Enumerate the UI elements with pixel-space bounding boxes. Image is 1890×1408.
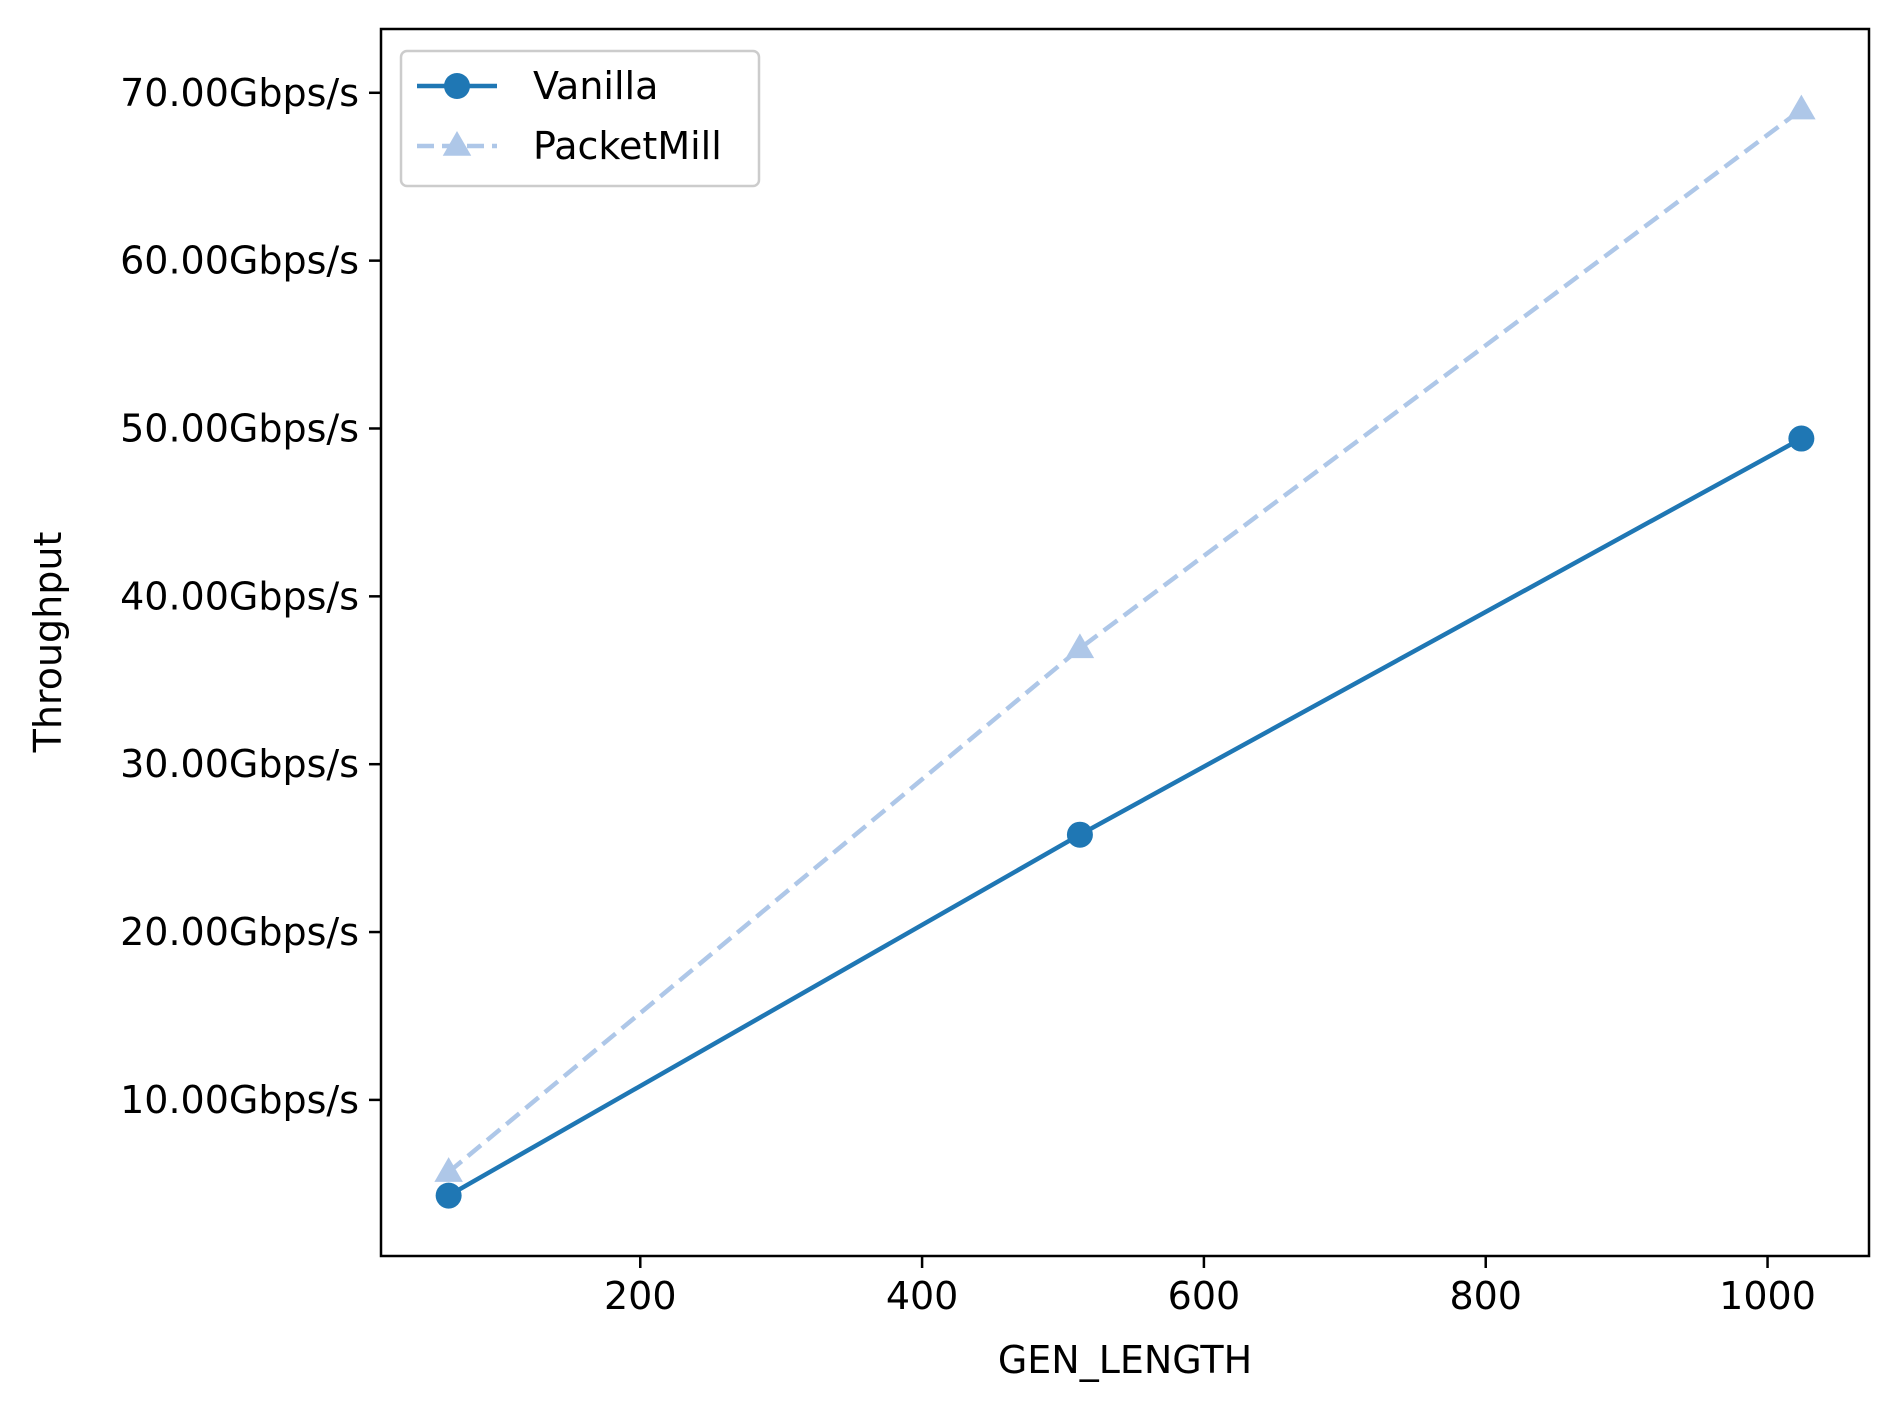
y-tick-label: 70.00Gbps/s [120, 71, 359, 115]
legend: Vanilla PacketMill [399, 49, 761, 188]
plot-frame [379, 27, 1871, 1258]
legend-marker-vanilla [444, 73, 470, 99]
data-point-packetmill [434, 1157, 463, 1182]
y-tick-label: 10.00Gbps/s [120, 1078, 359, 1122]
data-point-vanilla [1066, 821, 1093, 848]
y-axis-label: Throughput [26, 532, 70, 754]
x-axis-ticks: 200 400 600 800 1000 [604, 1256, 1816, 1318]
x-axis-label: GEN_LENGTH [998, 1338, 1252, 1382]
x-tick-label: 200 [604, 1274, 677, 1318]
data-point-vanilla [1788, 425, 1815, 452]
data-point-packetmill [1787, 94, 1816, 120]
x-tick-label: 1000 [1719, 1274, 1816, 1318]
y-tick-label: 20.00Gbps/s [120, 910, 359, 954]
data-point-packetmill [1065, 633, 1095, 659]
y-tick-label: 40.00Gbps/s [120, 574, 359, 618]
y-axis-ticks: 10.00Gbps/s 20.00Gbps/s 30.00Gbps/s 40.00Gb… [120, 71, 381, 1122]
x-tick-label: 800 [1449, 1274, 1522, 1318]
y-tick-label: 60.00Gbps/s [120, 239, 359, 283]
data-point-vanilla [435, 1182, 462, 1209]
y-tick-label: 50.00Gbps/s [120, 406, 359, 450]
x-tick-label: 600 [1168, 1274, 1241, 1318]
series-layer [434, 94, 1816, 1209]
legend-label: Vanilla [533, 64, 658, 108]
legend-label: PacketMill [533, 124, 722, 168]
y-tick-label: 30.00Gbps/s [120, 742, 359, 786]
legend-marker-packetmill [442, 131, 472, 156]
x-tick-label: 400 [886, 1274, 959, 1318]
